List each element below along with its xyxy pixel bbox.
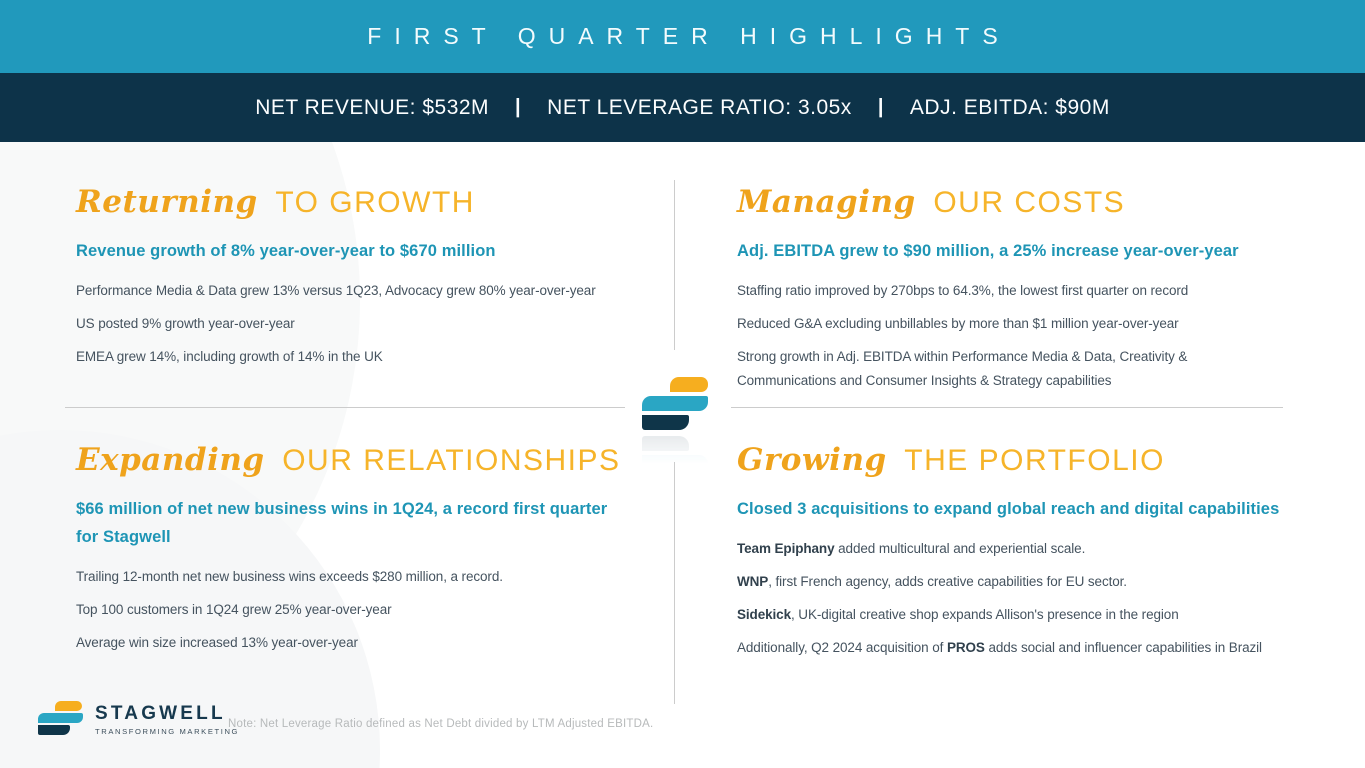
divider-horizontal-right	[731, 407, 1283, 408]
logo-bar-gold	[670, 377, 708, 392]
section-title: Managing OUR COSTS	[737, 183, 1337, 222]
header-banner: FIRST QUARTER HIGHLIGHTS	[0, 0, 1365, 73]
stats-row: NET REVENUE: $532M | NET LEVERAGE RATIO:…	[255, 96, 1110, 120]
stagwell-logo-icon	[38, 701, 84, 735]
bullet-line: Performance Media & Data grew 13% versus…	[76, 282, 596, 298]
section-managing-our-costs: Managing OUR COSTS Adj. EBITDA grew to $…	[737, 183, 1337, 402]
divider-vertical-bottom	[674, 462, 675, 704]
leverage-ratio-footnote: Note: Net Leverage Ratio defined as Net …	[228, 718, 654, 730]
logo-bar-navy	[642, 415, 689, 430]
stagwell-s-mark-icon	[637, 377, 1365, 768]
bullet-line: Team Epiphany added multicultural and ex…	[737, 540, 1086, 556]
stat-net-revenue: NET REVENUE: $532M	[255, 95, 490, 119]
stat-net-leverage-ratio: NET LEVERAGE RATIO: 3.05x	[547, 95, 852, 119]
section-title: Growing THE PORTFOLIO	[737, 441, 1352, 480]
stagwell-logo: STAGWELL TRANSFORMING MARKETING	[38, 701, 239, 736]
logo-bar-teal	[38, 713, 83, 723]
bullet-line: EMEA grew 14%, including growth of 14% i…	[76, 348, 383, 364]
logo-bar-gold	[55, 701, 82, 711]
section-title-caps: OUR COSTS	[933, 186, 1126, 219]
section-title-italic: Growing	[737, 442, 887, 478]
logo-bar-navy	[38, 725, 70, 735]
bullet-line: Sidekick, UK-digital creative shop expan…	[737, 606, 1179, 622]
stat-separator: |	[515, 96, 522, 118]
section-bullets: Performance Media & Data grew 13% versus…	[76, 279, 668, 369]
stagwell-wordmark: STAGWELL TRANSFORMING MARKETING	[95, 701, 239, 736]
bullet-line: WNP, first French agency, adds creative …	[737, 573, 1127, 589]
stat-separator: |	[877, 96, 884, 118]
brand-name: STAGWELL	[95, 703, 226, 724]
section-subtitle: Revenue growth of 8% year-over-year to $…	[76, 241, 496, 260]
divider-horizontal-left	[65, 407, 625, 408]
section-growing-the-portfolio: Growing THE PORTFOLIO Closed 3 acquisiti…	[737, 441, 1352, 669]
logo-bar-teal	[642, 396, 708, 411]
section-title: Expanding OUR RELATIONSHIPS	[76, 441, 668, 480]
stats-banner: NET REVENUE: $532M | NET LEVERAGE RATIO:…	[0, 73, 1365, 142]
bullet-line: US posted 9% growth year-over-year	[76, 315, 295, 331]
section-title-italic: Expanding	[76, 442, 265, 478]
bullet-line: Reduced G&A excluding unbillables by mor…	[737, 315, 1179, 331]
stagwell-s-mark-reflection	[637, 434, 712, 489]
bullet-line: Top 100 customers in 1Q24 grew 25% year-…	[76, 601, 392, 617]
section-title: Returning TO GROWTH	[76, 183, 668, 222]
slide-title: FIRST QUARTER HIGHLIGHTS	[367, 23, 1011, 49]
section-title-italic: Managing	[737, 184, 916, 220]
bullet-line: Staffing ratio improved by 270bps to 64.…	[737, 282, 1189, 298]
stat-adj-ebitda: ADJ. EBITDA: $90M	[909, 95, 1110, 119]
bullet-line: Strong growth in Adj. EBITDA within Perf…	[737, 348, 1188, 388]
section-subtitle: $66 million of net new business wins in …	[76, 499, 608, 546]
section-title-caps: TO GROWTH	[275, 186, 475, 219]
section-subtitle: Adj. EBITDA grew to $90 million, a 25% i…	[737, 241, 1239, 260]
section-title-italic: Returning	[76, 184, 258, 220]
bullet-line: Trailing 12-month net new business wins …	[76, 568, 503, 584]
section-title-caps: OUR RELATIONSHIPS	[282, 444, 621, 477]
section-title-caps: THE PORTFOLIO	[904, 444, 1165, 477]
bullet-line: Average win size increased 13% year-over…	[76, 634, 358, 650]
section-expanding-our-relationships: Expanding OUR RELATIONSHIPS $66 million …	[76, 441, 668, 664]
section-returning-to-growth: Returning TO GROWTH Revenue growth of 8%…	[76, 183, 668, 378]
section-subtitle: Closed 3 acquisitions to expand global r…	[737, 499, 1280, 518]
bullet-line: Additionally, Q2 2024 acquisition of PRO…	[737, 639, 1262, 655]
divider-vertical-top	[674, 180, 675, 350]
section-bullets: Staffing ratio improved by 270bps to 64.…	[737, 279, 1337, 393]
brand-tagline: TRANSFORMING MARKETING	[95, 727, 240, 736]
section-bullets: Trailing 12-month net new business wins …	[76, 565, 668, 655]
section-bullets: Team Epiphany added multicultural and ex…	[737, 537, 1352, 660]
